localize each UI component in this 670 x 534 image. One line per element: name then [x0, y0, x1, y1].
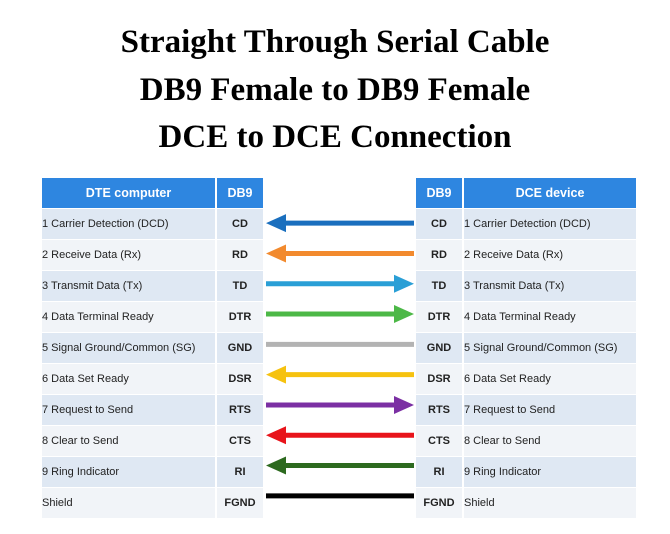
dte-pin-desc: 2 Receive Data (Rx) [42, 239, 216, 271]
dce-row: DSR 6 Data Set Ready [416, 363, 636, 395]
dce-row: RTS 7 Request to Send [416, 394, 636, 426]
dte-pin-desc: 7 Request to Send [42, 394, 216, 426]
dce-pin-code: FGND [416, 487, 463, 519]
arrow-left-icon [266, 456, 286, 475]
dte-pin-code: GND [215, 332, 263, 364]
dce-header-desc: DCE device [462, 178, 636, 209]
dce-pin-desc: 3 Transmit Data (Tx) [462, 270, 636, 302]
arrow-right-icon [394, 395, 414, 414]
arrow-left-icon [266, 365, 286, 384]
dce-row: CD 1 Carrier Detection (DCD) [416, 208, 636, 240]
dte-row: 7 Request to Send RTS [42, 394, 263, 426]
dte-row: 5 Signal Ground/Common (SG) GND [42, 332, 263, 364]
dce-header-code: DB9 [416, 178, 463, 209]
wire-dsr [266, 365, 414, 384]
dce-row: GND 5 Signal Ground/Common (SG) [416, 332, 636, 364]
dce-row: TD 3 Transmit Data (Tx) [416, 270, 636, 302]
wire-ri [266, 456, 414, 475]
dte-row: 3 Transmit Data (Tx) TD [42, 270, 263, 302]
dte-row: Shield FGND [42, 487, 263, 519]
dce-pin-code: CD [416, 208, 463, 240]
dce-row: RI 9 Ring Indicator [416, 456, 636, 488]
wire-td [266, 274, 414, 293]
dce-pin-code: RD [416, 239, 463, 271]
dte-pin-desc: 9 Ring Indicator [42, 456, 216, 488]
dte-row: 9 Ring Indicator RI [42, 456, 263, 488]
dce-pin-desc: 7 Request to Send [462, 394, 636, 426]
dte-row: 6 Data Set Ready DSR [42, 363, 263, 395]
dce-pin-code: DSR [416, 363, 463, 395]
dte-header-desc: DTE computer [42, 178, 216, 209]
dte-pin-code: DTR [215, 301, 263, 333]
dce-row: RD 2 Receive Data (Rx) [416, 239, 636, 271]
dte-pin-desc: 5 Signal Ground/Common (SG) [42, 332, 216, 364]
dte-row: 4 Data Terminal Ready DTR [42, 301, 263, 333]
dce-pin-code: TD [416, 270, 463, 302]
dte-pin-desc: 8 Clear to Send [42, 425, 216, 457]
dce-pin-code: GND [416, 332, 463, 364]
dce-pin-code: CTS [416, 425, 463, 457]
dte-pin-desc: 6 Data Set Ready [42, 363, 216, 395]
dce-pin-desc: 5 Signal Ground/Common (SG) [462, 332, 636, 364]
title-line-2: DB9 Female to DB9 Female [139, 72, 531, 108]
dte-row: 2 Receive Data (Rx) RD [42, 239, 263, 271]
dte-pin-code: CTS [215, 425, 263, 457]
arrow-right-icon [394, 305, 414, 324]
dce-row: CTS 8 Clear to Send [416, 425, 636, 457]
dte-pin-desc: 4 Data Terminal Ready [42, 301, 216, 333]
dte-header-code: DB9 [215, 178, 263, 209]
dce-pin-desc: 4 Data Terminal Ready [462, 301, 636, 333]
title-line-1: Straight Through Serial Cable [120, 24, 550, 60]
wire-rd [266, 244, 414, 263]
arrow-left-icon [266, 426, 286, 445]
title-line-3: DCE to DCE Connection [158, 119, 512, 155]
dte-pin-code: CD [215, 208, 263, 240]
wire-cd [266, 214, 414, 233]
dte-pin-code: RTS [215, 394, 263, 426]
dce-pin-desc: 6 Data Set Ready [462, 363, 636, 395]
dte-row: 8 Clear to Send CTS [42, 425, 263, 457]
wire-cts [266, 426, 414, 445]
dte-pin-code: FGND [215, 487, 263, 519]
dte-pin-code: RD [215, 239, 263, 271]
dce-pin-code: RI [416, 456, 463, 488]
dte-row: 1 Carrier Detection (DCD) CD [42, 208, 263, 240]
dte-pin-code: DSR [215, 363, 263, 395]
dce-pin-desc: 1 Carrier Detection (DCD) [462, 208, 636, 240]
wire-rts [266, 395, 414, 414]
dte-pin-table: DTE computer DB9 1 Carrier Detection (DC… [42, 178, 263, 519]
dte-pin-code: RI [215, 456, 263, 488]
dte-pin-desc: 3 Transmit Data (Tx) [42, 270, 216, 302]
dce-row: DTR 4 Data Terminal Ready [416, 301, 636, 333]
dce-pin-desc: 9 Ring Indicator [462, 456, 636, 488]
dte-pin-desc: 1 Carrier Detection (DCD) [42, 208, 216, 240]
dte-pin-desc: Shield [42, 487, 216, 519]
arrow-left-icon [266, 244, 286, 263]
dce-pin-code: DTR [416, 301, 463, 333]
dce-pin-desc: Shield [462, 487, 636, 519]
dce-pin-code: RTS [416, 394, 463, 426]
dce-pin-table: DB9 DCE device CD 1 Carrier Detection (DC… [416, 178, 636, 519]
dce-row: FGND Shield [416, 487, 636, 519]
arrow-right-icon [394, 274, 414, 293]
dte-pin-code: TD [215, 270, 263, 302]
dce-pin-desc: 2 Receive Data (Rx) [462, 239, 636, 271]
arrow-left-icon [266, 214, 286, 233]
dce-pin-desc: 8 Clear to Send [462, 425, 636, 457]
wire-dtr [266, 305, 414, 324]
